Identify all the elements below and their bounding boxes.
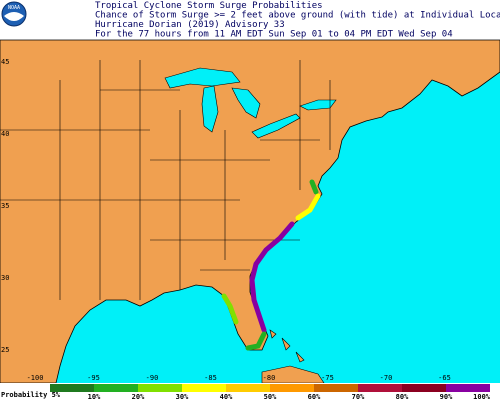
state-borders <box>0 60 331 300</box>
longitude-label: -70 <box>380 374 393 382</box>
latitude-label: 40 <box>1 130 9 138</box>
latitude-label: 30 <box>1 274 9 282</box>
legend-label: 90% <box>440 393 453 400</box>
latitude-label: 25 <box>1 346 9 354</box>
legend-swatch <box>226 384 270 392</box>
legend-swatch <box>358 384 402 392</box>
legend-swatch <box>402 384 446 392</box>
legend: Probability 5% 10% 20% 30% 40% 50% 60% 70% 80% 9… <box>1 384 491 400</box>
surge-nc-south <box>295 193 321 221</box>
axis-labels: 45 40 35 30 25 -100 -95 -90 -85 -80 -75 -70 -65 <box>1 58 451 382</box>
longitude-label: -85 <box>204 374 217 382</box>
legend-label: 70% <box>352 393 365 400</box>
header: Tropical Cyclone Storm Surge Probabiliti… <box>95 1 500 40</box>
legend-label: 100% <box>473 393 491 400</box>
surge-fl-south <box>245 331 267 351</box>
latitude-label: 35 <box>1 202 9 210</box>
header-bg <box>0 0 500 40</box>
lake-ontario <box>299 99 337 111</box>
lake-michigan <box>201 85 219 133</box>
land <box>0 39 500 384</box>
legend-swatch <box>138 384 182 392</box>
bahamas <box>269 329 305 363</box>
legend-swatch <box>270 384 314 392</box>
longitude-label: -75 <box>321 374 334 382</box>
islands <box>261 329 325 384</box>
legend-swatch <box>94 384 138 392</box>
legend-label: 10% <box>88 393 101 400</box>
logo-text: NOAA <box>8 5 20 11</box>
cuba <box>261 365 325 384</box>
surge-coast <box>221 179 321 351</box>
legend-label: 30% <box>176 393 189 400</box>
legend-label: 60% <box>308 393 321 400</box>
legend-swatch <box>50 384 94 392</box>
legend-label: 20% <box>132 393 145 400</box>
latitude-label: 45 <box>1 58 9 66</box>
longitude-label: -95 <box>87 374 100 382</box>
longitude-label: -80 <box>263 374 276 382</box>
legend-swatch <box>314 384 358 392</box>
legend-label: 80% <box>396 393 409 400</box>
lake-superior <box>164 67 241 89</box>
surge-fl-west <box>221 293 239 325</box>
header-line: Tropical Cyclone Storm Surge Probabiliti… <box>95 1 323 11</box>
longitude-label: -90 <box>146 374 159 382</box>
header-line: Hurricane Dorian (2019) Advisory 33 <box>95 20 285 30</box>
header-line: For the 77 hours from 11 AM EDT Sun Sep … <box>95 30 453 40</box>
surge-nc-north <box>309 179 319 195</box>
longitude-label: -65 <box>438 374 451 382</box>
legend-title: Probability 5% <box>1 391 61 399</box>
longitude-label: -100 <box>27 374 44 382</box>
logo-gull <box>4 12 24 21</box>
legend-swatch <box>182 384 226 392</box>
logo: NOAA <box>1 1 27 27</box>
lake-huron <box>231 87 261 119</box>
surge-sc-fl <box>249 221 295 333</box>
legend-label: 40% <box>220 393 233 400</box>
legend-swatch <box>446 384 490 392</box>
legend-label: 50% <box>264 393 277 400</box>
header-line: Chance of Storm Surge >= 2 feet above gr… <box>95 11 500 21</box>
